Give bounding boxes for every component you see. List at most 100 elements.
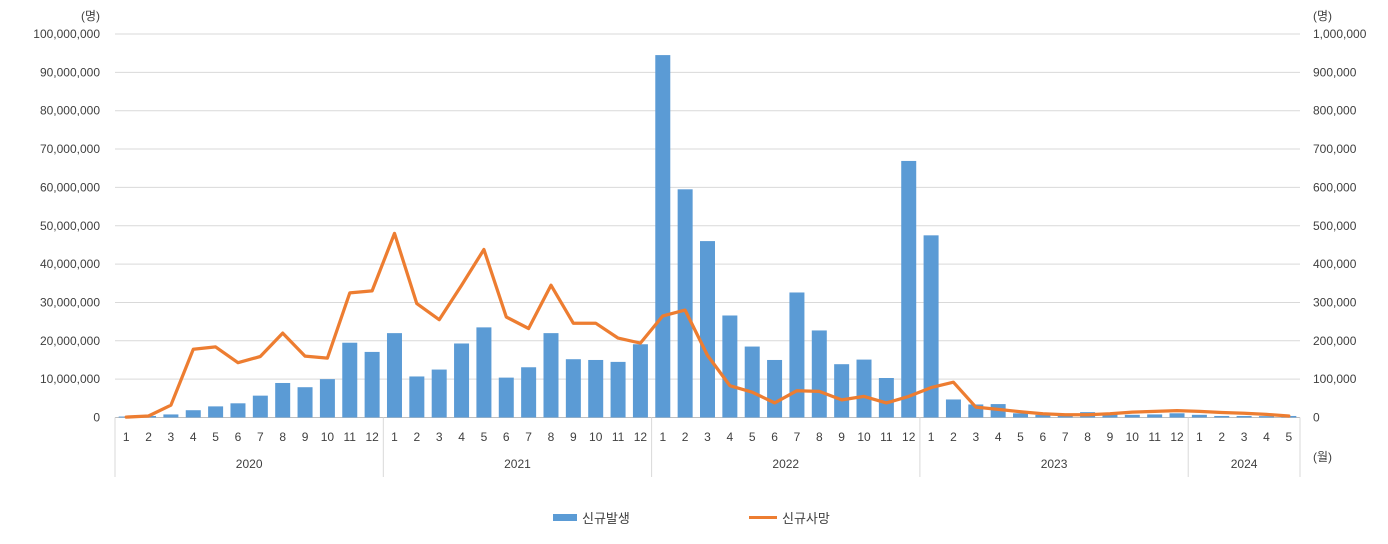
legend-label-new-cases: 신규발생 bbox=[582, 510, 630, 526]
month-tick-label: 4 bbox=[458, 430, 465, 444]
month-tick-label: 10 bbox=[1126, 430, 1140, 444]
y-axis-tick-label-right: 300,000 bbox=[1313, 295, 1357, 309]
month-tick-label: 7 bbox=[794, 430, 801, 444]
bar bbox=[588, 359, 604, 418]
year-label: 2021 bbox=[504, 457, 531, 471]
y-axis-tick-label-right: 400,000 bbox=[1313, 257, 1357, 271]
month-tick-label: 9 bbox=[1107, 430, 1114, 444]
month-tick-label: 10 bbox=[321, 430, 335, 444]
bar bbox=[878, 377, 894, 418]
month-tick-label: 10 bbox=[857, 430, 871, 444]
y-axis-tick-label-left: 10,000,000 bbox=[40, 372, 100, 386]
bar bbox=[744, 346, 760, 418]
bar bbox=[1013, 413, 1029, 418]
month-tick-label: 1 bbox=[928, 430, 935, 444]
bar-swatch-icon bbox=[553, 513, 577, 521]
bar bbox=[655, 55, 671, 418]
month-tick-label: 3 bbox=[436, 430, 443, 444]
month-tick-label: 8 bbox=[548, 430, 555, 444]
month-tick-label: 5 bbox=[1017, 430, 1024, 444]
right-axis-unit: (명) bbox=[1313, 9, 1333, 23]
month-tick-label: 12 bbox=[634, 430, 648, 444]
left-axis-unit: (명) bbox=[80, 9, 100, 23]
bar bbox=[185, 410, 201, 418]
month-tick-label: 1 bbox=[123, 430, 130, 444]
y-axis-tick-label-left: 70,000,000 bbox=[40, 142, 100, 156]
y-axis-tick-label-right: 700,000 bbox=[1313, 142, 1357, 156]
bar bbox=[1057, 415, 1073, 418]
chart-legend: 신규발생 신규사망 bbox=[0, 506, 1388, 532]
y-axis-tick-label-right: 500,000 bbox=[1313, 219, 1357, 233]
month-tick-label: 4 bbox=[190, 430, 197, 444]
month-tick-label: 11 bbox=[880, 430, 893, 444]
bar bbox=[767, 359, 783, 418]
bar bbox=[230, 403, 246, 418]
bar bbox=[610, 361, 626, 418]
bar bbox=[364, 351, 380, 418]
bar bbox=[1169, 413, 1185, 418]
bar bbox=[1124, 414, 1140, 418]
y-axis-tick-label-left: 60,000,000 bbox=[40, 180, 100, 194]
month-tick-label: 7 bbox=[257, 430, 264, 444]
month-tick-label: 11 bbox=[612, 430, 625, 444]
month-tick-label: 2 bbox=[145, 430, 152, 444]
month-tick-label: 10 bbox=[589, 430, 603, 444]
y-axis-tick-label-right: 800,000 bbox=[1313, 104, 1357, 118]
year-label: 2020 bbox=[236, 457, 263, 471]
month-tick-label: 9 bbox=[302, 430, 309, 444]
bar bbox=[789, 292, 805, 418]
month-tick-label: 9 bbox=[838, 430, 845, 444]
bar bbox=[700, 241, 715, 418]
bar bbox=[297, 387, 313, 418]
legend-label-new-deaths: 신규사망 bbox=[782, 510, 830, 526]
month-tick-label: 6 bbox=[1040, 430, 1047, 444]
y-axis-tick-label-right: 0 bbox=[1313, 411, 1320, 425]
month-tick-label: 6 bbox=[771, 430, 778, 444]
month-tick-label: 4 bbox=[995, 430, 1002, 444]
month-tick-label: 3 bbox=[1241, 430, 1248, 444]
bar bbox=[476, 327, 492, 418]
bar bbox=[498, 377, 514, 418]
bar bbox=[945, 399, 961, 418]
month-tick-label: 12 bbox=[365, 430, 379, 444]
month-tick-label: 8 bbox=[279, 430, 286, 444]
y-axis-tick-label-left: 0 bbox=[93, 411, 100, 425]
bar bbox=[722, 315, 738, 418]
month-tick-label: 3 bbox=[704, 430, 711, 444]
month-tick-label: 5 bbox=[481, 430, 488, 444]
bar bbox=[677, 189, 693, 418]
month-tick-label: 9 bbox=[570, 430, 577, 444]
bar bbox=[275, 382, 291, 418]
year-label: 2023 bbox=[1041, 457, 1068, 471]
month-tick-label: 11 bbox=[344, 430, 357, 444]
month-tick-label: 1 bbox=[1196, 430, 1203, 444]
month-tick-label: 2 bbox=[1218, 430, 1225, 444]
bar bbox=[834, 364, 850, 418]
bar bbox=[923, 235, 939, 418]
bar bbox=[1147, 414, 1163, 418]
bar bbox=[1258, 416, 1274, 418]
legend-item-new-cases: 신규발생 bbox=[553, 506, 630, 528]
year-label: 2022 bbox=[772, 457, 799, 471]
month-tick-label: 4 bbox=[1263, 430, 1270, 444]
month-tick-label: 1 bbox=[659, 430, 666, 444]
y-axis-tick-label-right: 200,000 bbox=[1313, 334, 1357, 348]
month-tick-label: 1 bbox=[391, 430, 398, 444]
bar bbox=[431, 369, 447, 418]
month-tick-label: 8 bbox=[1084, 430, 1091, 444]
month-tick-label: 3 bbox=[972, 430, 979, 444]
bar bbox=[565, 359, 581, 418]
month-tick-label: 5 bbox=[749, 430, 756, 444]
bar bbox=[901, 160, 917, 418]
month-tick-label: 7 bbox=[1062, 430, 1069, 444]
month-tick-label: 4 bbox=[727, 430, 734, 444]
month-tick-label: 8 bbox=[816, 430, 823, 444]
bar bbox=[521, 367, 537, 418]
month-tick-label: 5 bbox=[1285, 430, 1292, 444]
bar bbox=[409, 376, 425, 418]
month-tick-label: 2 bbox=[950, 430, 957, 444]
bar bbox=[856, 359, 872, 418]
bar bbox=[342, 342, 358, 418]
bar bbox=[163, 414, 179, 418]
